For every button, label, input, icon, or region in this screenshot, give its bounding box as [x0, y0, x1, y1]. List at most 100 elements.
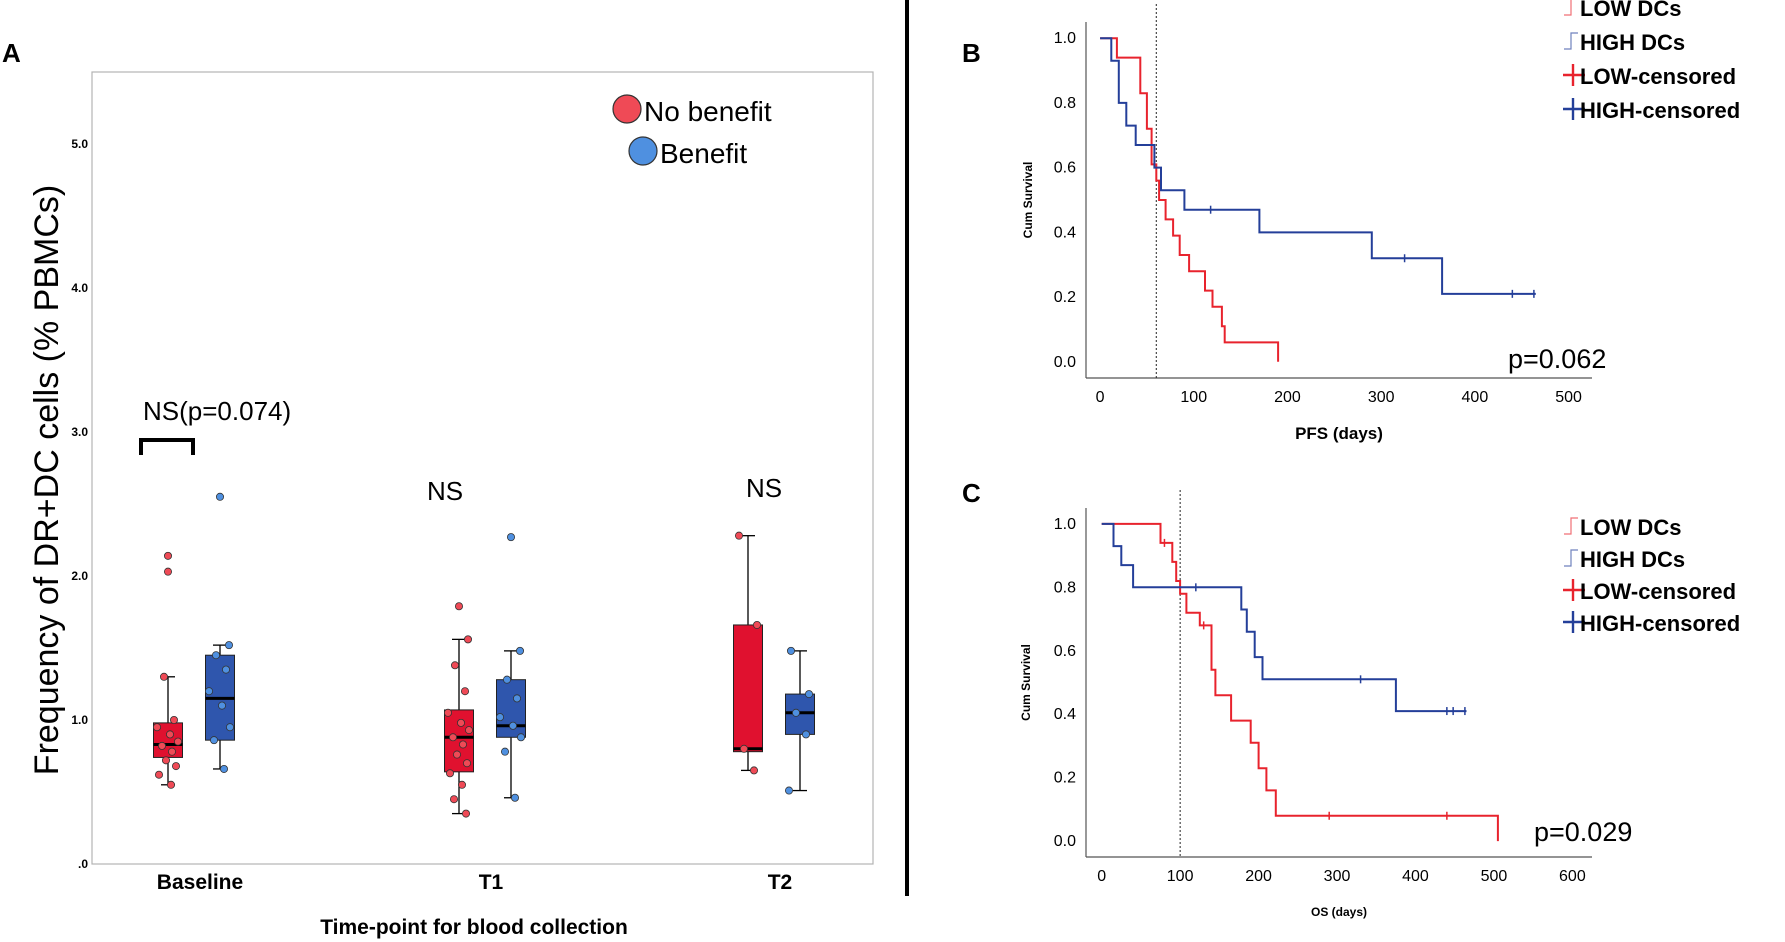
p-value: p=0.029 — [1534, 817, 1632, 847]
panel-a: A .0 1.0 2.0 3.0 4.0 5.0 Baseline T1 T2 Time-poin… — [2, 38, 874, 939]
data-point — [211, 651, 220, 660]
x-tick-label: 300 — [1324, 868, 1351, 885]
y-tick-label: 5.0 — [71, 137, 88, 151]
significance-bracket — [139, 438, 195, 455]
data-point — [785, 786, 794, 795]
legend-marker — [628, 136, 658, 166]
data-point — [225, 723, 234, 732]
survival-curve — [1100, 37, 1536, 295]
y-tick-label: 4.0 — [71, 281, 88, 295]
legend-symbol — [1564, 517, 1578, 535]
x-tick-label: 400 — [1402, 868, 1429, 885]
data-point — [792, 708, 801, 717]
data-point — [154, 770, 163, 779]
data-point — [802, 730, 811, 739]
legend-symbol — [1564, 549, 1578, 567]
data-point — [450, 661, 459, 670]
data-point — [221, 665, 230, 674]
data-point — [516, 646, 525, 655]
legend-marker — [612, 94, 642, 124]
x-tick-label: 200 — [1245, 868, 1272, 885]
legend-label: LOW DCs — [1580, 0, 1681, 21]
plot-frame — [91, 71, 874, 865]
data-point — [457, 780, 466, 789]
y-tick-label: 0.2 — [1054, 289, 1076, 306]
legend-symbol — [1564, 32, 1578, 50]
data-point — [165, 730, 174, 739]
survival-curve — [1101, 522, 1467, 713]
x-tick-label: Baseline — [157, 871, 243, 894]
data-point — [517, 733, 526, 742]
y-tick-label: 0.0 — [1054, 354, 1076, 371]
data-point — [805, 690, 814, 699]
data-point — [159, 672, 168, 681]
data-point — [513, 694, 522, 703]
data-point — [157, 741, 166, 750]
p-value: p=0.062 — [1508, 344, 1606, 374]
x-tick-label: 500 — [1555, 389, 1582, 406]
y-tick-label: 2.0 — [71, 569, 88, 583]
legend-label: HIGH-censored — [1580, 611, 1740, 636]
data-point — [217, 701, 226, 710]
box — [733, 624, 763, 753]
x-axis-label: OS (days) — [1311, 905, 1367, 919]
y-tick-label: 0.8 — [1054, 579, 1076, 596]
data-point — [460, 687, 469, 696]
data-point — [500, 747, 509, 756]
y-tick-label: 1.0 — [1054, 30, 1076, 47]
x-tick-label: 0 — [1096, 389, 1105, 406]
annotation: NS — [746, 473, 782, 503]
data-point — [166, 780, 175, 789]
y-tick-label: .0 — [78, 857, 88, 871]
panel-a-letter: A — [2, 38, 21, 68]
survival-curve — [1100, 37, 1280, 362]
data-point — [452, 750, 461, 759]
data-point — [224, 641, 233, 650]
data-point — [462, 759, 471, 768]
data-point — [163, 551, 172, 560]
y-tick-label: 0.6 — [1054, 160, 1076, 177]
y-tick-label: 0.4 — [1054, 224, 1076, 241]
data-point — [753, 620, 762, 629]
data-point — [510, 793, 519, 802]
x-axis-label: PFS (days) — [1295, 424, 1383, 443]
x-tick-label: 400 — [1462, 389, 1489, 406]
data-point — [458, 740, 467, 749]
data-point — [171, 762, 180, 771]
data-point — [173, 737, 182, 746]
data-point — [204, 687, 213, 696]
data-point — [787, 646, 796, 655]
x-tick-label: 500 — [1481, 868, 1508, 885]
data-point — [464, 726, 473, 735]
data-point — [449, 795, 458, 804]
legend-label: LOW-censored — [1580, 64, 1736, 89]
data-point — [506, 533, 515, 542]
legend-label: HIGH-censored — [1580, 98, 1740, 123]
data-point — [750, 766, 759, 775]
annotation: NS — [427, 476, 463, 506]
x-tick-label: 0 — [1097, 868, 1106, 885]
y-axis-label: Cum Survival — [1021, 162, 1035, 239]
y-tick-label: 0.0 — [1054, 833, 1076, 850]
annotation: NS(p=0.074) — [143, 396, 291, 426]
legend-label: Benefit — [660, 138, 747, 169]
x-tick-label: 200 — [1274, 389, 1301, 406]
data-point — [495, 713, 504, 722]
x-tick-label: 100 — [1167, 868, 1194, 885]
legend-label: LOW-censored — [1580, 579, 1736, 604]
x-axis-label: Time-point for blood collection — [320, 916, 628, 939]
x-tick-label: 100 — [1180, 389, 1207, 406]
data-point — [152, 723, 161, 732]
y-tick-label: 0.8 — [1054, 95, 1076, 112]
y-axis-label: Cum Survival — [1019, 644, 1033, 721]
data-point — [735, 531, 744, 540]
y-axis-label: Frequency of DR+DC cells (% PBMCs) — [28, 185, 66, 775]
x-tick-label: 300 — [1368, 389, 1395, 406]
data-point — [169, 716, 178, 725]
legend-label: LOW DCs — [1580, 515, 1681, 540]
data-point — [456, 718, 465, 727]
panel-c-letter: C — [962, 478, 981, 508]
y-tick-label: 1.0 — [1054, 516, 1076, 533]
legend-label: No benefit — [644, 96, 772, 127]
data-point — [502, 675, 511, 684]
